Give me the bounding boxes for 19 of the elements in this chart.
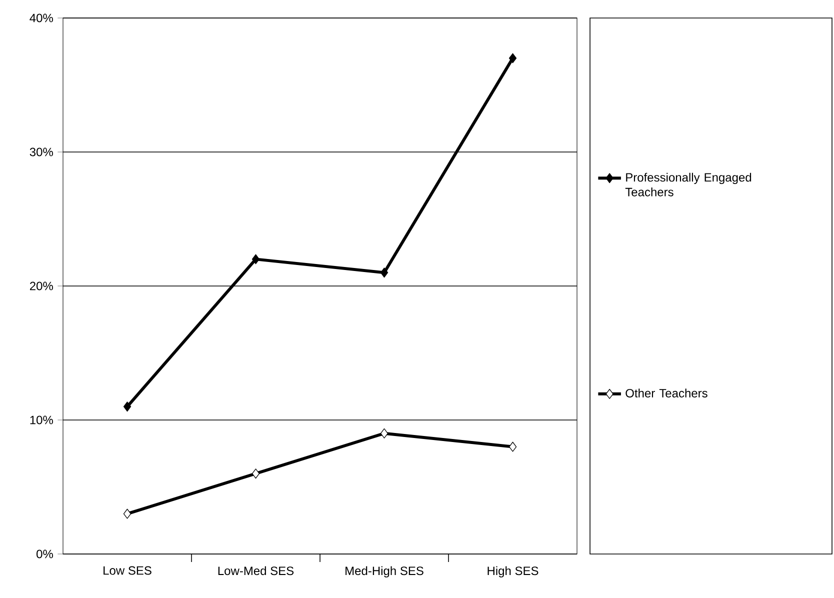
point: [252, 254, 260, 264]
y-tick-label: 30%: [30, 148, 53, 156]
point: [123, 402, 132, 412]
y-tick-label: 0%: [36, 550, 53, 558]
legend-label: Professionally Engaged Teachers: [625, 172, 752, 196]
point: [380, 428, 388, 438]
y-tick-label: 10%: [30, 416, 53, 424]
y-tick-label: 40%: [30, 14, 53, 22]
point: [380, 268, 388, 278]
point: [252, 468, 260, 479]
x-tick-label: Med-High SES: [346, 566, 424, 578]
point: [123, 508, 132, 519]
legend-label: Other Teachers: [626, 388, 708, 398]
y-tick-label: 20%: [30, 282, 53, 290]
point: [508, 442, 517, 452]
point: [508, 53, 517, 64]
x-tick-label: Low SES: [104, 566, 152, 575]
x-tick-label: High SES: [488, 566, 538, 578]
x-tick-label: Low-Med SES: [218, 566, 294, 576]
